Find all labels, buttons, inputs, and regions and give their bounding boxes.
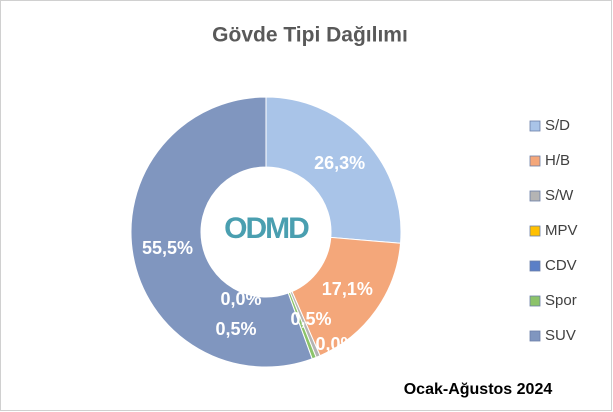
data-label: 0,5%: [290, 309, 331, 329]
subtitle: Ocak-Ağustos 2024: [404, 381, 553, 398]
legend-swatch: [529, 330, 541, 342]
legend-swatch: [529, 225, 541, 237]
legend-swatch: [529, 260, 541, 272]
donut-slice: [265, 96, 402, 244]
legend-label: Spor: [545, 292, 577, 309]
data-label: 17,1%: [322, 279, 373, 299]
legend-label: SUV: [545, 327, 576, 344]
legend-swatch: [529, 120, 541, 132]
data-label: 26,3%: [314, 153, 365, 173]
legend-label: S/W: [545, 187, 574, 204]
chart-title: Gövde Tipi Dağılımı: [212, 24, 408, 47]
data-label: 0,5%: [215, 319, 256, 339]
legend-label: S/D: [545, 117, 570, 134]
legend-label: H/B: [545, 152, 570, 169]
data-label: 0,0%: [315, 334, 356, 354]
legend-swatch: [529, 155, 541, 167]
data-label: 0,0%: [220, 289, 261, 309]
legend-swatch: [529, 295, 541, 307]
data-label: 55,5%: [142, 238, 193, 258]
donut-slice: [130, 96, 313, 368]
legend-label: CDV: [545, 257, 577, 274]
logo: ODMD: [224, 212, 309, 245]
legend-swatch: [529, 190, 541, 202]
legend-label: MPV: [545, 222, 578, 239]
